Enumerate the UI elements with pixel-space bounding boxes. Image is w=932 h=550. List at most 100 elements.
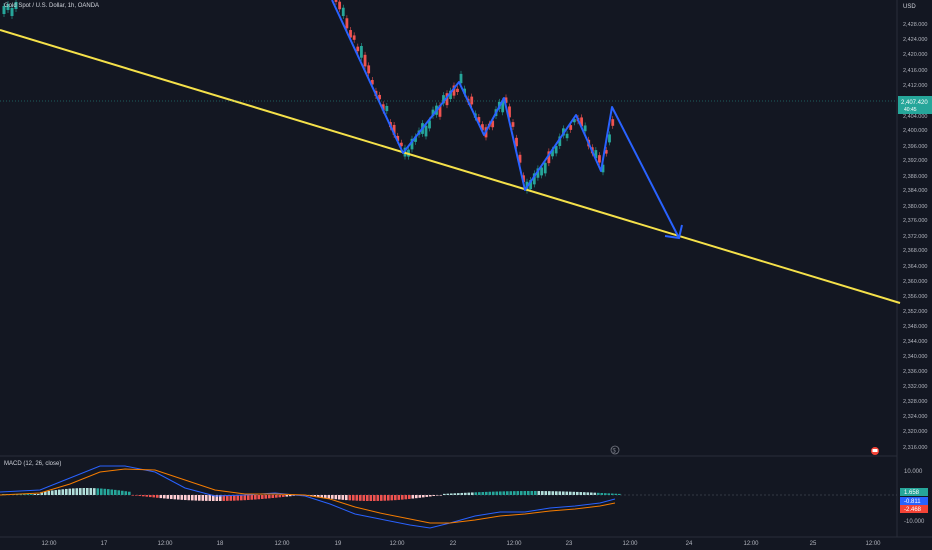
candle — [378, 94, 381, 100]
price-tick-label: 2,388.000 — [903, 174, 927, 180]
price-tick-label: 2,372.000 — [903, 234, 927, 240]
candle — [352, 35, 356, 40]
time-tick-label: 12:00 — [743, 541, 759, 547]
candle — [14, 2, 18, 9]
candle — [341, 7, 345, 17]
macd-bar — [527, 491, 530, 495]
price-tick-label: 2,424.000 — [903, 37, 927, 43]
macd-bar — [583, 492, 586, 495]
candle — [10, 8, 14, 16]
macd-bar — [590, 492, 593, 495]
price-tick-label: 2,344.000 — [903, 339, 927, 345]
macd-bar — [131, 495, 135, 496]
candle — [396, 135, 400, 141]
macd-bar — [474, 492, 478, 495]
price-axis[interactable]: 2,428.000 2,424.000 2,420.000 2,416.000 2,41… — [903, 22, 927, 451]
candle — [334, 0, 338, 2]
candle — [481, 124, 484, 131]
macd-bar — [495, 491, 499, 495]
price-tick-label: 2,368.000 — [903, 248, 927, 254]
candle — [360, 46, 363, 58]
price-tick-label: 2,384.000 — [903, 188, 927, 194]
macd-bar — [436, 495, 439, 496]
macd-bar — [471, 492, 474, 495]
trendline[interactable] — [0, 29, 901, 304]
macd-bar — [156, 495, 159, 498]
macd-bar — [261, 495, 264, 499]
macd-bar — [481, 492, 485, 495]
candle — [543, 162, 547, 174]
macd-bar — [240, 495, 243, 501]
macd-bar — [348, 495, 352, 501]
macd-bar — [292, 495, 296, 496]
macd-bar — [359, 495, 362, 501]
candle — [370, 79, 374, 85]
macd-bar — [271, 495, 275, 499]
macd-bar — [247, 495, 250, 500]
macd-bar — [439, 495, 443, 496]
macd-bar — [429, 495, 432, 497]
macd-bar — [607, 493, 611, 495]
flag-icon[interactable] — [871, 447, 879, 455]
time-tick-label: 12:00 — [389, 541, 405, 547]
candle — [470, 96, 474, 105]
zigzag-pattern-line[interactable] — [331, 0, 680, 239]
candle — [349, 30, 352, 38]
candle — [463, 88, 466, 94]
macd-bar — [352, 495, 355, 501]
candle — [504, 97, 508, 103]
candle — [338, 1, 342, 10]
macd-bar — [173, 495, 177, 500]
arrow-head — [664, 224, 683, 240]
price-tick-label: 2,360.000 — [903, 279, 927, 285]
macd-bar — [177, 495, 180, 500]
macd-bar — [233, 495, 236, 501]
candle — [363, 54, 367, 67]
price-tick-label: 2,400.000 — [903, 128, 927, 134]
time-tick-label: 24 — [686, 541, 693, 547]
candle — [580, 117, 583, 127]
macd-bar — [114, 489, 117, 495]
signal-line — [0, 468, 616, 524]
macd-indicator-label[interactable]: MACD (12, 26, close) — [4, 461, 62, 467]
macd-bar — [334, 495, 338, 500]
macd-bar — [453, 493, 457, 495]
macd-badge-hist: 1.658 — [904, 490, 920, 496]
macd-bar — [565, 491, 569, 495]
macd-bar — [443, 493, 446, 495]
chart-title: Gold Spot / U.S. Dollar, 1h, OANDA — [4, 3, 100, 9]
price-tick-label: 2,376.000 — [903, 218, 927, 224]
macd-bar — [422, 495, 425, 498]
price-tick-label: 2,412.000 — [903, 83, 927, 89]
candle — [551, 149, 554, 157]
macd-bar — [23, 494, 26, 495]
time-tick-label: 12:00 — [157, 541, 173, 547]
candle — [598, 155, 601, 163]
macd-bar — [19, 494, 23, 495]
price-tick-label: 2,316.000 — [903, 445, 927, 451]
macd-badge-signal: -2.468 — [904, 507, 922, 513]
macd-bar — [327, 495, 331, 499]
macd-bar — [30, 494, 33, 495]
macd-bar — [268, 495, 271, 499]
macd-bar — [145, 495, 149, 497]
candle — [424, 125, 428, 137]
macd-bar — [338, 495, 341, 500]
candle — [501, 100, 505, 113]
macd-bar — [397, 495, 401, 500]
macd-bar — [499, 491, 502, 495]
time-axis[interactable]: 12:00 17 12:00 18 12:00 19 12:00 22 12:00 23 12:00… — [41, 541, 881, 547]
macd-bar — [380, 495, 383, 501]
candle — [601, 164, 605, 173]
macd-bar — [362, 495, 366, 501]
currency-label[interactable]: USD — [903, 4, 916, 10]
macd-bar — [418, 495, 422, 498]
candle — [399, 142, 403, 147]
macd-bar — [61, 489, 65, 495]
macd-bar — [593, 492, 597, 495]
time-tick-label: 12:00 — [506, 541, 522, 547]
candle — [522, 175, 525, 183]
alert-bell-icon[interactable]: $ — [610, 445, 620, 455]
price-tick-label: 2,392.000 — [903, 158, 927, 164]
